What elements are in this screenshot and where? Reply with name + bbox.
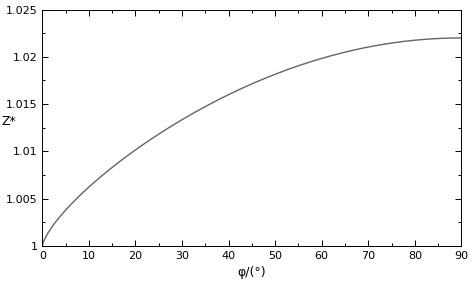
X-axis label: φ/(°): φ/(°)	[237, 266, 266, 280]
Y-axis label: Z*: Z*	[1, 115, 16, 128]
